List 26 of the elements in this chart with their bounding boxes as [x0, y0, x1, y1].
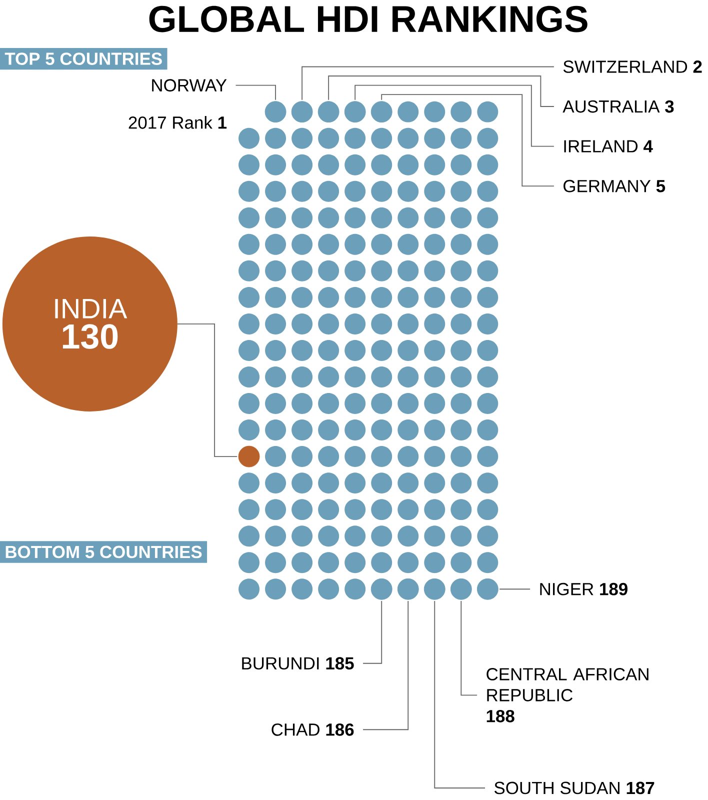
- data-label: 189: [600, 582, 628, 596]
- data-label: 187: [626, 782, 654, 794]
- category-label: CHAD: [272, 723, 320, 736]
- data-label: 1: [218, 116, 226, 129]
- category-label: INDIA: [55, 299, 128, 318]
- category-label: AUSTRALIA: [562, 100, 660, 113]
- category-label: CENTRAL AFRICAN REPUBLIC: [486, 668, 648, 702]
- text: 2017 Rank: [128, 116, 212, 129]
- category-label: GERMANY: [563, 180, 650, 192]
- text: GLOBAL HDI RANKINGS: [149, 6, 588, 32]
- category-label: NORWAY: [152, 79, 227, 92]
- category-label: SOUTH SUDAN: [494, 782, 620, 794]
- data-label: 2: [693, 60, 702, 73]
- category-label: NIGER: [540, 582, 594, 596]
- data-label: 188: [486, 710, 514, 722]
- text: TOP 5 COUNTRIES: [4, 52, 162, 65]
- text: BOTTOM 5 COUNTRIES: [6, 546, 202, 558]
- data-label: 186: [326, 723, 354, 736]
- category-label: BURUNDI: [242, 657, 319, 670]
- data-label: 3: [664, 100, 674, 113]
- data-label: 5: [656, 180, 665, 192]
- data-label: 185: [326, 657, 354, 670]
- data-label: 4: [643, 140, 653, 152]
- category-label: SWITZERLAND: [563, 60, 687, 73]
- category-label: IRELAND: [564, 140, 638, 152]
- data-label: 130: [62, 324, 118, 349]
